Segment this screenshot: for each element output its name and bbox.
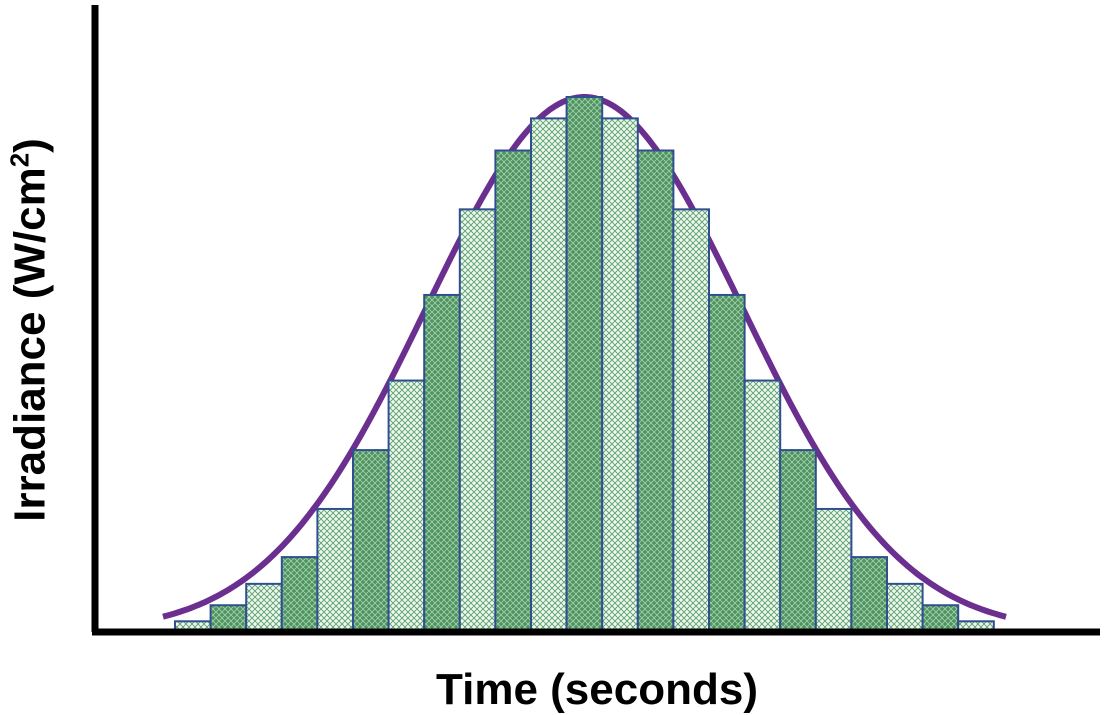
bar-16 [708, 293, 746, 633]
bar-9 [458, 208, 497, 633]
bar-7 [387, 379, 426, 633]
bar-8 [423, 293, 461, 633]
bar-4 [280, 556, 319, 633]
bar-20 [850, 556, 889, 633]
bar-13 [601, 117, 639, 633]
bar-5 [316, 507, 354, 634]
bar-2 [209, 604, 248, 633]
bar-21 [886, 582, 924, 633]
bar-17 [743, 379, 782, 633]
bar-22 [921, 604, 960, 633]
bar-12 [565, 96, 604, 633]
bar-11 [530, 117, 568, 633]
bar-14 [636, 149, 675, 633]
bars-group [174, 96, 995, 634]
bar-18 [779, 449, 817, 633]
bar-15 [672, 208, 711, 633]
bar-19 [814, 507, 853, 634]
bar-3 [245, 582, 283, 633]
bar-6 [352, 449, 390, 633]
x-axis-label: Time (seconds) [436, 665, 758, 714]
bar-10 [494, 149, 532, 633]
